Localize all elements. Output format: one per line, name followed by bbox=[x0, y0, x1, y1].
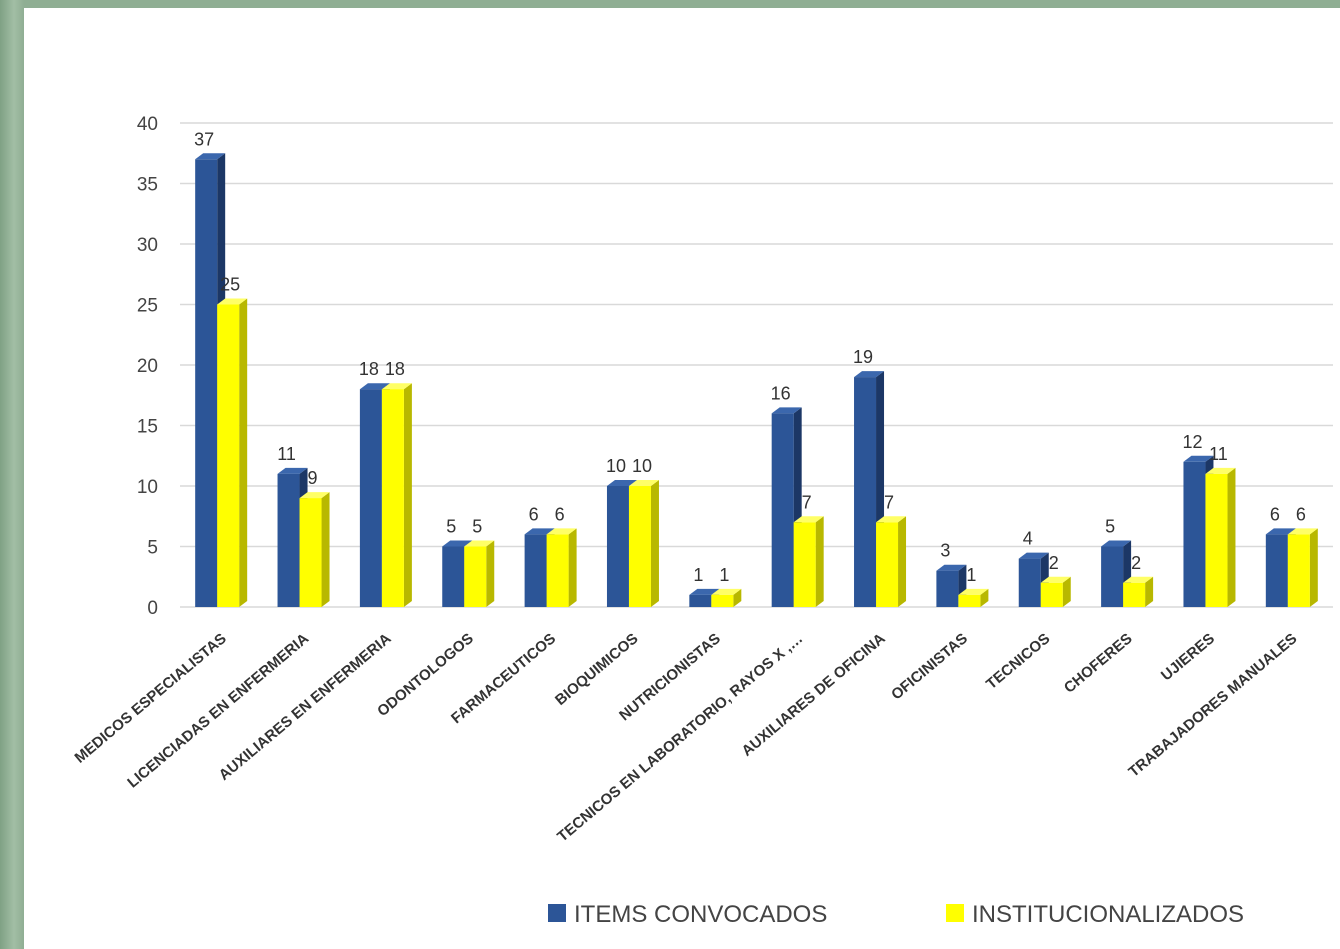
y-tick-label: 35 bbox=[137, 175, 158, 196]
bar-institucionalizados bbox=[1123, 576, 1154, 607]
data-label: 1 bbox=[966, 565, 976, 585]
bar-institucionalizados bbox=[1040, 576, 1071, 607]
data-label: 1 bbox=[693, 565, 703, 585]
bar-institucionalizados bbox=[546, 528, 577, 607]
gridlines bbox=[180, 122, 1333, 608]
data-label: 2 bbox=[1049, 553, 1059, 573]
data-label: 19 bbox=[853, 347, 873, 367]
bar-institucionalizados bbox=[876, 516, 907, 607]
x-category-label: AUXILIARES DE OFICINA bbox=[738, 630, 888, 760]
x-category-label: TECNICOS bbox=[983, 630, 1053, 693]
data-label: 6 bbox=[529, 504, 539, 524]
x-category-label: UJIERES bbox=[1158, 630, 1218, 684]
bar-institucionalizados bbox=[711, 588, 742, 607]
data-label: 10 bbox=[606, 456, 626, 476]
legend-label-items-convocados: ITEMS CONVOCADOS bbox=[574, 901, 827, 928]
bar-institucionalizados bbox=[1205, 467, 1236, 607]
legend-label-institucionalizados: INSTITUCIONALIZADOS bbox=[972, 901, 1244, 928]
bar-institucionalizados bbox=[628, 480, 659, 607]
data-label: 11 bbox=[1209, 444, 1228, 464]
bar-institucionalizados bbox=[464, 540, 495, 607]
x-category-label: CHOFERES bbox=[1061, 630, 1136, 697]
data-label: 37 bbox=[194, 129, 214, 149]
bar-institucionalizados bbox=[958, 588, 989, 607]
bar-institucionalizados bbox=[217, 298, 248, 607]
y-tick-label: 15 bbox=[137, 417, 158, 438]
data-label: 6 bbox=[555, 504, 565, 524]
data-label: 25 bbox=[220, 275, 240, 295]
data-label: 2 bbox=[1131, 553, 1141, 573]
legend: ITEMS CONVOCADOS INSTITUCIONALIZADOS bbox=[548, 901, 1244, 928]
data-label: 18 bbox=[385, 359, 405, 379]
bars bbox=[195, 153, 1318, 608]
data-label: 6 bbox=[1296, 504, 1306, 524]
x-category-label: LICENCIADAS EN ENFERMERIA bbox=[124, 630, 312, 792]
data-label: 5 bbox=[472, 517, 482, 537]
data-label: 16 bbox=[771, 383, 791, 403]
data-label: 4 bbox=[1023, 529, 1033, 549]
x-category-label: OFICINISTAS bbox=[888, 630, 971, 703]
bar-institucionalizados bbox=[299, 492, 330, 607]
bar-institucionalizados bbox=[1287, 528, 1318, 607]
y-tick-label: 40 bbox=[137, 114, 158, 135]
data-label: 7 bbox=[884, 492, 894, 512]
data-label: 5 bbox=[1105, 517, 1115, 537]
legend-swatch-institucionalizados bbox=[946, 904, 964, 922]
data-label: 6 bbox=[1270, 504, 1280, 524]
data-label: 9 bbox=[308, 468, 318, 488]
data-label: 7 bbox=[802, 492, 812, 512]
data-label: 1 bbox=[719, 565, 729, 585]
y-tick-label: 5 bbox=[147, 538, 158, 559]
x-category-label: BIOQUIMICOS bbox=[552, 630, 641, 709]
data-label: 11 bbox=[277, 444, 296, 464]
data-label: 3 bbox=[940, 541, 950, 561]
legend-swatch-items-convocados bbox=[548, 904, 566, 922]
y-tick-label: 10 bbox=[137, 477, 158, 498]
data-label: 5 bbox=[446, 517, 456, 537]
y-tick-label: 20 bbox=[137, 356, 158, 377]
x-category-label: MEDICOS ESPECIALISTAS bbox=[72, 630, 230, 767]
y-tick-label: 25 bbox=[137, 296, 158, 317]
data-label: 18 bbox=[359, 359, 379, 379]
y-axis: 0 5 10 15 20 25 30 35 40 bbox=[137, 114, 158, 619]
bar-institucionalizados bbox=[793, 516, 824, 607]
y-tick-label: 30 bbox=[137, 235, 158, 256]
y-tick-label: 0 bbox=[147, 598, 158, 619]
bar-institucionalizados bbox=[381, 383, 412, 607]
x-category-label: TRABAJADORES MANUALES bbox=[1125, 630, 1300, 781]
data-label: 12 bbox=[1182, 432, 1202, 452]
x-category-label: AUXILIARES EN ENFERMERIA bbox=[216, 630, 395, 784]
data-label: 10 bbox=[632, 456, 652, 476]
